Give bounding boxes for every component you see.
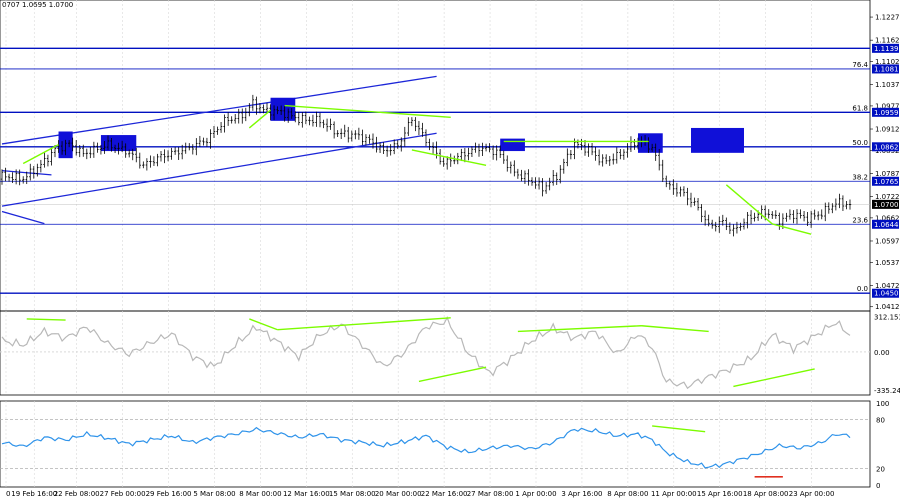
divergence-line-cci (517, 325, 642, 333)
fib-label: 23.6 (852, 216, 868, 224)
x-tick-label: 11 Apr 00:00 (651, 490, 697, 498)
x-tick-label: 22 Mar 16:00 (421, 490, 468, 498)
rsi-panel-frame (0, 400, 871, 488)
price-tick-label: 1.0662 (875, 214, 900, 222)
price-tick-label: 1.0597 (875, 237, 900, 245)
divergence-line-cci (418, 366, 487, 383)
divergence-line-cci (277, 317, 451, 331)
price-tick-label: 1.1037 (875, 81, 900, 89)
price-tick-label: 1.1227 (875, 14, 900, 22)
divergence-line-cci (26, 318, 66, 321)
x-tick-label: 15 Mar 08:00 (329, 490, 376, 498)
cci-tick-label: 0.00 (874, 349, 890, 357)
level-price-label: 1.1081 (874, 65, 899, 73)
price-tick-label: 1.0722 (875, 193, 900, 201)
level-price-label: 1.0765 (874, 178, 899, 186)
divergence-line-price (411, 149, 487, 166)
level-price-label: 1.0862 (874, 143, 899, 151)
level-price-tag (872, 43, 899, 53)
divergence-line-price (22, 144, 59, 165)
x-tick-label: 27 Mar 08:00 (467, 490, 514, 498)
fib-label: 50.0 (852, 139, 868, 147)
price-tick-label: 1.0537 (875, 259, 900, 267)
x-tick-label: 5 Mar 08:00 (193, 490, 235, 498)
highlight-box (500, 138, 525, 152)
level-price-tag (872, 288, 899, 298)
rsi-line (1, 426, 851, 469)
level-price-tag (872, 64, 899, 74)
x-tick-label: 18 Apr 08:00 (743, 490, 789, 498)
price-tick-label: 1.0412 (875, 303, 900, 311)
level-price-tag (872, 219, 899, 229)
level-price-label: 1.1139 (874, 45, 899, 53)
fib-label: 76.4 (852, 61, 868, 69)
trend-channel-bottom (1, 132, 437, 207)
divergence-line-cci (641, 325, 709, 333)
cci-tick-label: -335.2470 (874, 387, 900, 395)
divergence-line-price (248, 109, 271, 129)
rsi-tick-label: 80 (876, 416, 885, 424)
divergence-line-price (725, 184, 773, 225)
x-tick-label: 20 Mar 00:00 (375, 490, 422, 498)
fib-label: 0.0 (857, 285, 868, 293)
x-tick-label: 3 Apr 16:00 (561, 490, 602, 498)
divergence-line-price (772, 223, 812, 235)
price-tick-label: 1.0787 (875, 170, 900, 178)
fib-label: 38.2 (852, 173, 868, 181)
x-tick-label: 23 Apr 00:00 (789, 490, 835, 498)
divergence-line-price (284, 104, 451, 118)
level-price-label: 1.0959 (874, 109, 899, 117)
ohlc-readout: 0707 1.0695 1.0700 (2, 1, 74, 9)
price-panel-frame (0, 0, 871, 312)
x-tick-label: 8 Mar 00:00 (239, 490, 281, 498)
x-tick-label: 12 Mar 16:00 (283, 490, 330, 498)
price-tick-label: 1.0912 (875, 126, 900, 134)
level-price-tag (872, 107, 899, 117)
divergence-line-rsi (652, 425, 706, 433)
highlight-box (638, 133, 663, 153)
price-tick-label: 1.1162 (875, 37, 900, 45)
rsi-tick-label: 100 (876, 400, 889, 408)
level-price-label: 1.0644 (874, 221, 899, 229)
level-price-tag (872, 176, 899, 186)
x-tick-label: 29 Feb 16:00 (146, 490, 192, 498)
rsi-tick-label: 20 (876, 466, 885, 474)
cci-tick-label: 312.1535 (874, 313, 900, 321)
trend-channel-top (1, 75, 437, 145)
x-tick-label: 19 Feb 16:00 (11, 490, 57, 498)
divergence-line-cci (733, 368, 815, 388)
rsi-tick-label: 0 (876, 482, 880, 490)
x-tick-label: 1 Apr 00:00 (515, 490, 556, 498)
highlight-box (270, 97, 296, 121)
divergence-line-cci (249, 318, 278, 331)
x-tick-label: 0 (6, 490, 10, 498)
x-tick-label: 15 Apr 16:00 (697, 490, 743, 498)
x-tick-label: 27 Feb 00:00 (100, 490, 146, 498)
fib-label: 61.8 (852, 104, 868, 112)
price-tick-label: 1.0977 (875, 102, 900, 110)
trend-stub-left-2 (1, 210, 45, 225)
level-price-label: 1.0450 (874, 290, 899, 298)
current-price-label: 1.0700 (874, 201, 899, 209)
highlight-box (691, 127, 744, 153)
cci-line (1, 315, 851, 390)
price-tick-label: 1.0472 (875, 282, 900, 290)
x-tick-label: 8 Apr 08:00 (607, 490, 648, 498)
cci-panel-frame (0, 310, 871, 396)
x-tick-label: 22 Feb 08:00 (54, 490, 100, 498)
level-price-tag (872, 142, 899, 152)
current-price-tag (872, 199, 899, 209)
price-tick-label: 1.1102 (875, 58, 900, 66)
